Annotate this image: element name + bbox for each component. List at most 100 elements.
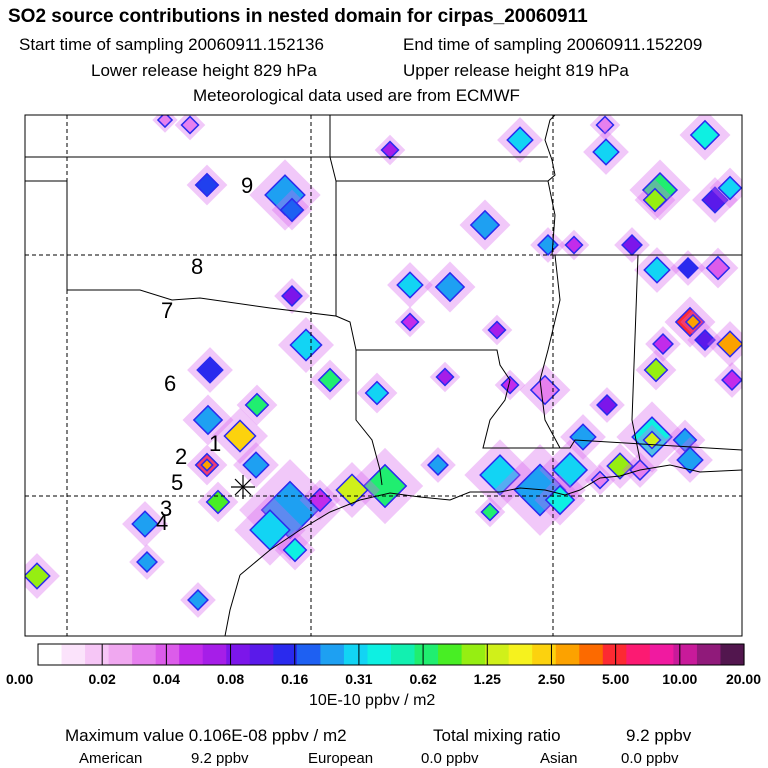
colorbar-swatch (626, 644, 651, 665)
plume-cell (279, 197, 305, 223)
american-label: American (79, 750, 143, 767)
colorbar-swatch (367, 644, 392, 665)
colorbar-swatch (61, 644, 86, 665)
plume-cell (689, 119, 721, 151)
colorbar-swatch (461, 644, 486, 665)
colorbar-tick-label: 20.00 (726, 671, 761, 687)
upper-release-label: Upper release height 819 hPa (403, 61, 629, 80)
colorbar-units: 10E-10 ppbv / m2 (309, 692, 436, 709)
plume-cell (335, 473, 369, 507)
plume-cell (281, 285, 303, 307)
plume-cell (180, 115, 200, 135)
plume-cell (694, 329, 716, 351)
source-label-9: 9 (241, 173, 253, 198)
source-label-6: 6 (164, 371, 176, 396)
plume-cell (156, 115, 174, 129)
plume-cell (487, 320, 507, 340)
plume-cell (701, 186, 729, 214)
plume-cell (590, 470, 610, 490)
plume-cell (435, 367, 455, 387)
plume-cell (380, 140, 400, 160)
colorbar-swatch (438, 644, 463, 665)
max-value-label: Maximum value 0.106E-08 ppbv / m2 (65, 726, 347, 745)
receptor-marker (231, 475, 255, 499)
state-border (355, 350, 383, 486)
map-frame (24, 114, 743, 637)
state-border (631, 254, 641, 461)
end-time-label: End time of sampling 20060911.152209 (403, 35, 703, 54)
colorbar-swatch (226, 644, 251, 665)
state-border (539, 254, 561, 449)
plume-cell (282, 537, 308, 563)
colorbar-tick-label: 0.62 (409, 671, 436, 687)
total-mixing-label: Total mixing ratio (433, 726, 561, 745)
colorbar-tick-label: 10.00 (662, 671, 697, 687)
colorbar-swatch (38, 644, 63, 665)
plume-cell (427, 454, 449, 476)
colorbar-swatch (508, 644, 533, 665)
colorbar-swatch (696, 644, 722, 665)
plume-cell (196, 356, 224, 384)
plume-cell (200, 458, 214, 472)
plume-cell (187, 589, 209, 611)
plume-cell (564, 235, 584, 255)
colorbar-swatch (343, 644, 369, 665)
plume-cell (131, 510, 159, 538)
plume-cell (244, 392, 270, 418)
plume-cell (684, 313, 702, 331)
colorbar-swatch (108, 644, 133, 665)
plume-cell (717, 175, 742, 201)
asian-label: Asian (540, 750, 578, 767)
plume-cell (223, 419, 257, 453)
colorbar-swatch (579, 644, 604, 665)
source-label-1: 1 (209, 431, 221, 456)
plume-cell (592, 138, 620, 166)
colorbar-swatch (249, 644, 274, 665)
asian-value: 0.0 ppbv (621, 750, 679, 767)
colorbar: 0.00 0.02 0.04 0.08 0.16 0.31 0.62 1.25 2.50 5.00… (6, 643, 761, 687)
colorbar-swatch (414, 644, 439, 665)
colorbar-swatch (649, 644, 674, 665)
american-value: 9.2 ppbv (191, 750, 249, 767)
colorbar-swatch (532, 644, 557, 665)
plume-cell (643, 357, 669, 383)
plume-cell (529, 374, 561, 406)
plume-cell (136, 551, 158, 573)
source-label-8: 8 (191, 254, 203, 279)
plume-cell (249, 509, 291, 551)
plume-cell (317, 367, 343, 393)
plume-cell (672, 427, 698, 453)
colorbar-swatch (273, 644, 298, 665)
plume-cell (192, 404, 224, 436)
plume-cell (606, 452, 634, 480)
colorbar-tick-label: 0.16 (281, 671, 308, 687)
colorbar-tick-label: 0.00 (6, 671, 33, 687)
source-label-7: 7 (161, 298, 173, 323)
colorbar-swatch (296, 644, 321, 665)
start-time-label: Start time of sampling 20060911.152136 (19, 35, 324, 54)
plume-cell (621, 234, 643, 256)
plume-cell (676, 446, 704, 474)
plume-cell (479, 454, 521, 496)
plume-cell (506, 126, 534, 154)
colorbar-swatch (720, 644, 745, 665)
colorbar-swatch (602, 644, 627, 665)
plume-cell (705, 255, 731, 281)
plume-cell (716, 330, 742, 358)
colorbar-swatch (320, 644, 345, 665)
colorbar-tick-label: 5.00 (602, 671, 629, 687)
plume-cell (364, 380, 390, 406)
colorbar-swatch (155, 644, 180, 665)
colorbar-tick-label: 0.08 (217, 671, 244, 687)
plume-cell (400, 312, 420, 332)
colorbar-swatch (85, 644, 110, 665)
colorbar-tick-label: 0.31 (345, 671, 372, 687)
plume-cell (652, 333, 674, 355)
plume-cell (25, 562, 51, 590)
plume-cell (642, 187, 668, 213)
state-border (335, 315, 742, 451)
colorbar-swatch (391, 644, 416, 665)
plume-cell (307, 487, 333, 513)
european-label: European (308, 750, 374, 767)
source-label-2: 2 (175, 444, 187, 469)
